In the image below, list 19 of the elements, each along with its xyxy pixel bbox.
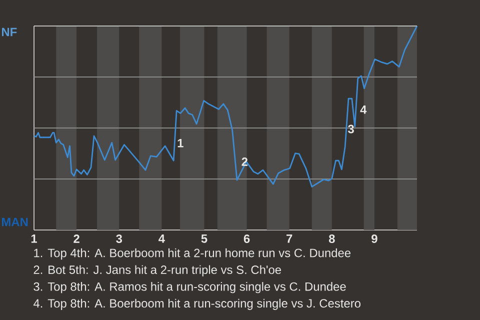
x-tick-label: 7 [286,234,292,243]
text: MAN [2,218,28,226]
text: 4. Top 8th: A. Boerboom hit a run-scoring single vs J. Cestero [33,298,360,310]
x-tick-label: 9 [372,234,378,243]
x-tick-label: 2 [74,234,80,243]
x-tick-label: 5 [201,234,208,243]
text: 1. Top 4th: A. Boerboom hit a 2-run home run vs C. Dundee [34,248,350,260]
x-tick-label: 6 [244,234,250,243]
text: 3. Top 8th: A. Ramos hit a run-scoring single vs C. Dundee [34,282,346,294]
x-tick-label: 1 [31,234,37,243]
annotation: 2 [242,157,248,166]
text: 2. Bot 5th: J. Jans hit a 2-run triple vs S. Ch'oe [34,265,282,276]
x-tick-label: 4 [158,234,165,243]
text: NF [2,28,17,36]
annotation: 1 [178,138,184,148]
x-tick-label: 3 [116,234,122,244]
annotation: 3 [348,124,354,134]
annotation: 4 [360,106,367,114]
x-tick-label: 8 [328,234,335,243]
